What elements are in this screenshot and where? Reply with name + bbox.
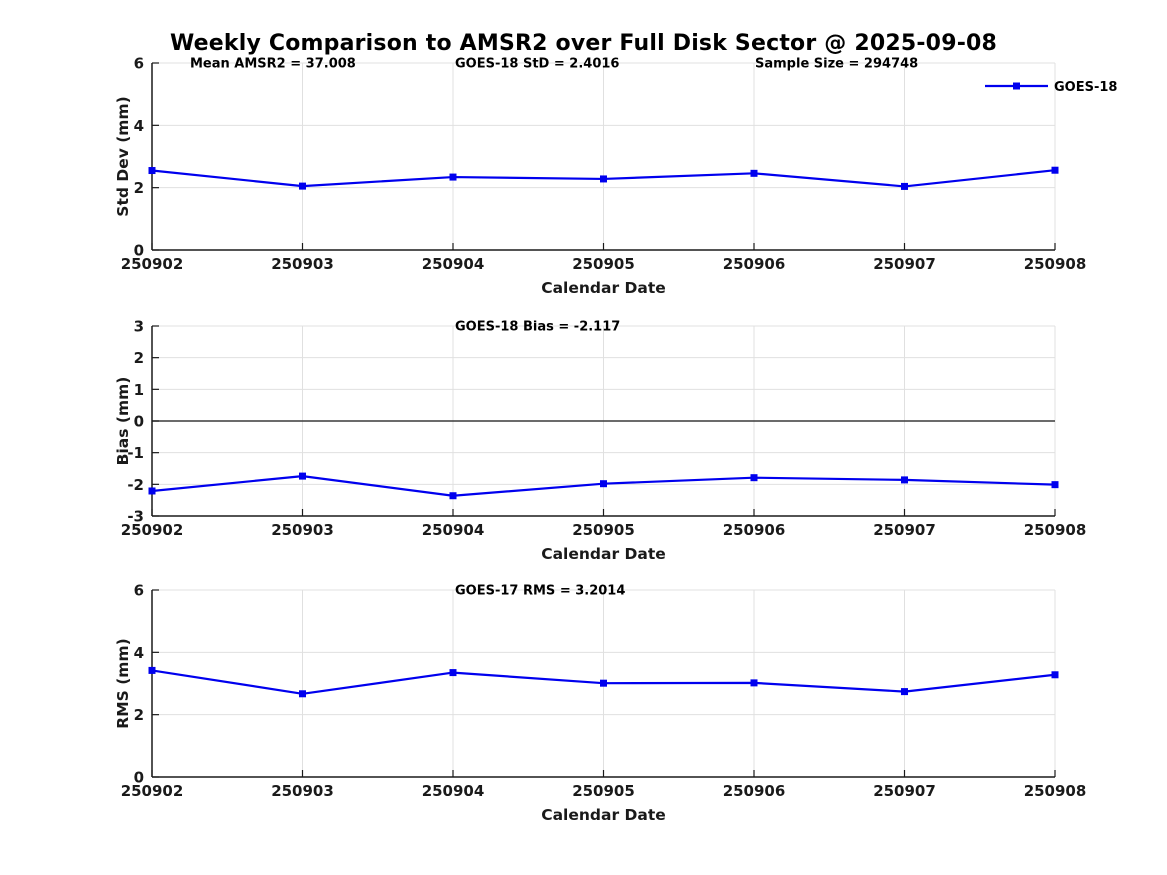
data-point-marker: [148, 167, 156, 175]
x-tick-label: 250906: [723, 255, 786, 273]
subplot-bias-mm: 250902 250903 250904 250905 250906 250907 2509…: [114, 318, 1086, 564]
subplot-std-dev-mm: 250902 250903 250904 250905 250906 250907 2509…: [114, 55, 1117, 298]
x-tick-label: 250907: [873, 255, 936, 273]
y-tick-label: 4: [134, 644, 144, 662]
x-tick-label: 250904: [422, 782, 485, 800]
x-axis-label: Calendar Date: [541, 279, 666, 297]
y-tick-label: -3: [127, 508, 144, 526]
y-tick-label: 0: [134, 242, 144, 260]
annotation: Mean AMSR2 = 37.008: [190, 57, 356, 72]
x-tick-label: 250908: [1024, 521, 1087, 539]
data-point-marker: [750, 169, 758, 177]
y-tick-label: 2: [134, 179, 144, 197]
data-point-marker: [1051, 671, 1059, 679]
y-tick-label: 1: [134, 381, 144, 399]
data-point-marker: [299, 182, 306, 190]
y-tick-label: 2: [134, 706, 144, 724]
data-point-marker: [1051, 166, 1059, 174]
y-tick-label: 6: [134, 55, 144, 73]
data-point-marker: [449, 669, 457, 677]
x-axis-label: Calendar Date: [541, 545, 666, 563]
figure-title: Weekly Comparison to AMSR2 over Full Dis…: [169, 31, 998, 56]
annotation: GOES-18 Bias = -2.117: [455, 320, 620, 335]
x-tick-label: 250903: [271, 521, 334, 539]
x-tick-label: 250904: [422, 521, 485, 539]
y-tick-label: 6: [134, 582, 144, 600]
data-point-marker: [600, 679, 607, 687]
y-tick-label: 0: [134, 413, 144, 431]
legend: GOES-18: [985, 80, 1117, 95]
x-tick-label: 250903: [271, 255, 334, 273]
x-tick-label: 250905: [572, 521, 635, 539]
legend-marker: [1013, 82, 1020, 90]
y-tick-label: 2: [134, 349, 144, 367]
legend-label: GOES-18: [1054, 80, 1117, 95]
data-point-marker: [750, 474, 758, 482]
data-point-marker: [299, 690, 306, 698]
data-point-marker: [901, 182, 908, 190]
y-tick-label: 4: [134, 117, 144, 135]
data-point-marker: [299, 472, 306, 480]
x-tick-label: 250905: [572, 255, 635, 273]
data-point-marker: [901, 476, 908, 484]
y-tick-label: 3: [134, 318, 144, 336]
x-tick-label: 250906: [723, 782, 786, 800]
data-point-marker: [148, 666, 156, 674]
y-tick-label: -1: [127, 444, 144, 462]
annotation: GOES-17 RMS = 3.2014: [455, 584, 625, 599]
x-tick-label: 250902: [121, 521, 184, 539]
x-axis-label: Calendar Date: [541, 806, 666, 824]
x-tick-label: 250902: [121, 255, 184, 273]
y-axis-label: Bias (mm): [114, 377, 132, 466]
annotation: Sample Size = 294748: [755, 57, 918, 72]
x-tick-label: 250908: [1024, 255, 1087, 273]
x-tick-label: 250906: [723, 521, 786, 539]
x-tick-label: 250904: [422, 255, 485, 273]
x-tick-label: 250908: [1024, 782, 1087, 800]
y-tick-label: 0: [134, 769, 144, 787]
data-point-marker: [600, 480, 607, 488]
data-point-marker: [1051, 481, 1059, 489]
y-tick-label: -2: [127, 476, 144, 494]
data-point-marker: [600, 175, 607, 183]
data-point-marker: [449, 173, 457, 181]
data-point-marker: [148, 487, 156, 495]
x-tick-label: 250902: [121, 782, 184, 800]
x-tick-label: 250907: [873, 782, 936, 800]
subplot-rms-mm: 250902 250903 250904 250905 250906 250907 2509…: [114, 582, 1086, 825]
y-axis-label: RMS (mm): [114, 638, 132, 728]
annotation: GOES-18 StD = 2.4016: [455, 57, 619, 72]
data-point-marker: [750, 679, 758, 687]
data-point-marker: [449, 492, 457, 500]
x-tick-label: 250905: [572, 782, 635, 800]
y-axis-label: Std Dev (mm): [114, 96, 132, 216]
x-tick-label: 250903: [271, 782, 334, 800]
x-tick-label: 250907: [873, 521, 936, 539]
data-point-marker: [901, 688, 908, 696]
